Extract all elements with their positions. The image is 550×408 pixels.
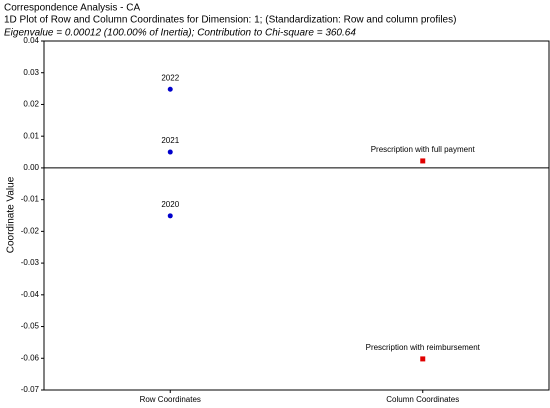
point xyxy=(420,356,426,362)
point xyxy=(420,158,426,164)
annotation: Eigenvalue = 0.00012 (100.00% of Inertia… xyxy=(4,28,356,39)
y-tick-label: -0.03 xyxy=(21,258,40,267)
y-tick-label: 0.00 xyxy=(23,163,39,172)
y-tick-label: -0.04 xyxy=(21,290,40,299)
y-tick-label: -0.07 xyxy=(21,385,40,394)
y-tick-label: 0.03 xyxy=(23,68,39,77)
point xyxy=(167,149,173,155)
chart-subtitle: 1D Plot of Row and Column Coordinates fo… xyxy=(4,15,456,26)
y-tick-label: 0.01 xyxy=(23,131,39,140)
point xyxy=(167,86,173,92)
y-tick-label: 0.02 xyxy=(23,100,39,109)
point-label: 2021 xyxy=(161,136,179,145)
x-tick-label: Column Coordinates xyxy=(386,395,459,404)
plot-frame xyxy=(43,40,550,391)
y-tick-label: 0.04 xyxy=(23,36,39,45)
y-tick-label: -0.06 xyxy=(21,353,40,362)
point-label: 2020 xyxy=(161,200,179,209)
y-tick-label: -0.01 xyxy=(21,195,40,204)
y-tick-label: -0.02 xyxy=(21,226,40,235)
x-tick-label: Row Coordinates xyxy=(140,395,201,404)
chart-title: Correspondence Analysis - CA xyxy=(4,3,141,14)
point-label: 2022 xyxy=(161,73,179,82)
point-label: Prescription with reimbursement xyxy=(366,343,481,352)
point xyxy=(167,213,173,219)
y-axis-label: Coordinate Value xyxy=(6,176,17,253)
y-tick-label: -0.05 xyxy=(21,322,40,331)
point-label: Prescription with full payment xyxy=(371,145,476,154)
